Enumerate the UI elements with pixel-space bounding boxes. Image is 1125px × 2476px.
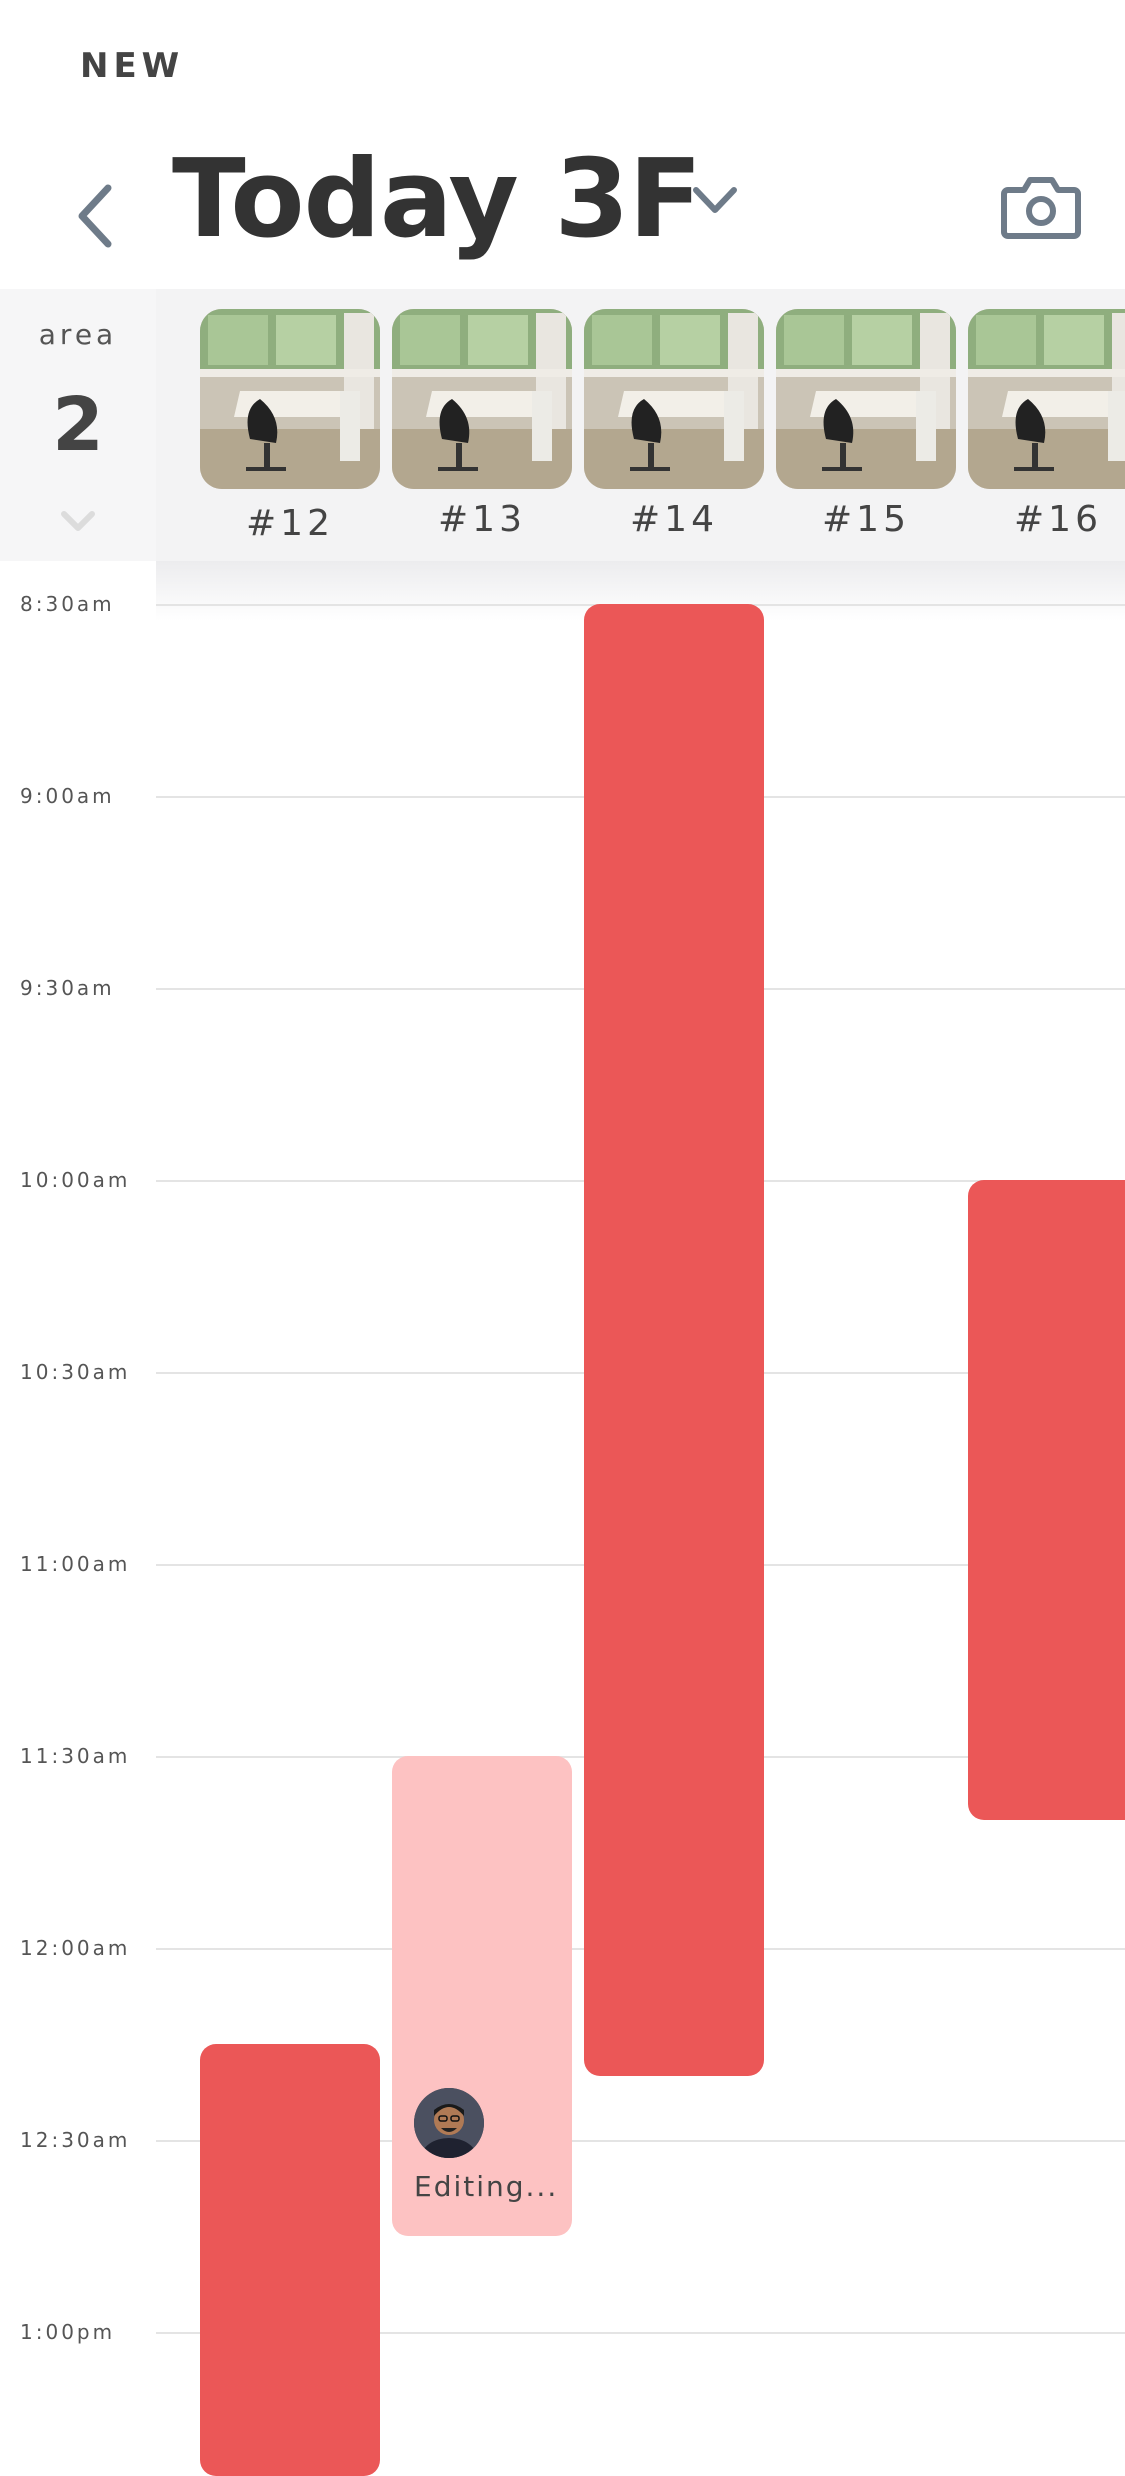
time-label: 11:00am	[20, 1552, 131, 1576]
booking-block[interactable]	[968, 1180, 1125, 1820]
desk-photo	[776, 309, 956, 489]
chevron-left-icon	[78, 184, 112, 248]
time-label: 8:30am	[20, 592, 115, 616]
desk-photo	[968, 309, 1125, 489]
desk-label: #15	[822, 499, 910, 540]
area-selector[interactable]	[0, 289, 156, 561]
desk-photo	[584, 309, 764, 489]
desk-photo	[392, 309, 572, 489]
camera-icon	[1001, 177, 1081, 239]
floor-dropdown-button[interactable]	[690, 182, 740, 220]
time-label: 12:30am	[20, 2128, 131, 2152]
chevron-down-icon	[61, 511, 95, 531]
chevron-down-icon	[693, 187, 737, 213]
desk-thumbnail[interactable]	[968, 309, 1125, 489]
desk-item[interactable]: #15	[776, 309, 956, 540]
editing-status-text: Editing...	[414, 2170, 559, 2203]
time-label: 10:30am	[20, 1360, 131, 1384]
page-title[interactable]: Today 3F	[172, 137, 702, 262]
time-label: 9:00am	[20, 784, 115, 808]
area-toggle-button[interactable]	[58, 508, 98, 534]
time-label: 12:00am	[20, 1936, 131, 1960]
area-number[interactable]: 2	[52, 382, 104, 468]
desk-item[interactable]: #14	[584, 309, 764, 540]
time-gridline	[156, 2332, 1125, 2334]
back-button[interactable]	[70, 180, 122, 252]
desk-item[interactable]: #13	[392, 309, 572, 540]
new-button[interactable]: NEW	[80, 46, 185, 86]
desk-label: #14	[630, 499, 718, 540]
time-label: 11:30am	[20, 1744, 131, 1768]
camera-button[interactable]	[1000, 170, 1082, 242]
time-label: 10:00am	[20, 1168, 131, 1192]
desk-photo	[200, 309, 380, 489]
desk-item[interactable]: #16	[968, 309, 1125, 540]
desk-thumbnail[interactable]	[200, 309, 380, 489]
time-label: 1:00pm	[20, 2320, 116, 2344]
time-label: 9:30am	[20, 976, 115, 1000]
desk-item[interactable]: #12	[200, 309, 380, 544]
area-label: area	[38, 318, 118, 351]
desk-thumbnail[interactable]	[584, 309, 764, 489]
booking-block[interactable]	[584, 604, 764, 2076]
avatar	[414, 2088, 484, 2158]
desk-thumbnail[interactable]	[776, 309, 956, 489]
booking-block[interactable]	[200, 2044, 380, 2476]
desk-thumbnail[interactable]	[392, 309, 572, 489]
desk-label: #16	[1014, 499, 1102, 540]
desk-label: #12	[246, 503, 334, 544]
time-gridline	[156, 2140, 1125, 2142]
desk-label: #13	[438, 499, 526, 540]
booking-block-editing[interactable]	[392, 1756, 572, 2236]
